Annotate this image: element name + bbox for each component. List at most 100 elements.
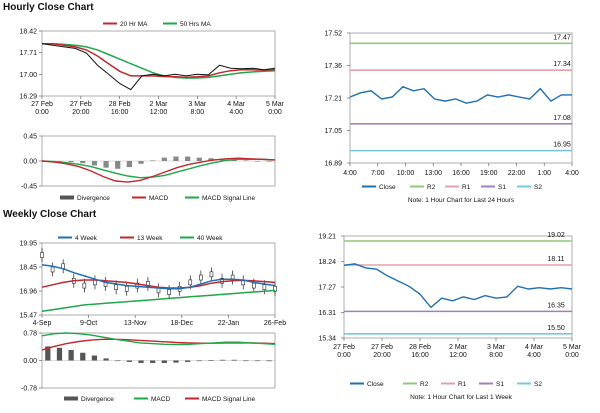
hourly24-xtick-label: 10:00: [397, 170, 415, 177]
weekly-candle-body: [167, 289, 171, 295]
hourly-price-xtick-label: 27 Feb: [70, 101, 92, 108]
hourly24-legend-r2: R2: [427, 184, 436, 191]
weekly-divergence-bar: [185, 360, 191, 362]
hourly-divergence-bar: [266, 161, 272, 162]
hourly-legend-divergence-swatch: [60, 195, 74, 200]
weekly-divergence-bar: [91, 355, 98, 361]
weekly-week-xtick-label: 5 Mar: [563, 344, 582, 351]
weekly-legend-13w: 13 Week: [137, 235, 163, 242]
hourly-price-xtick-label: 16:00: [111, 109, 129, 116]
weekly-divergence-bar: [231, 359, 237, 361]
hourly-divergence-bar: [173, 156, 179, 161]
hourly-divergence-bar: [161, 157, 167, 161]
weekly-legend-4w: 4 Week: [75, 235, 98, 242]
hourly-divergence-bar: [126, 161, 132, 168]
weekly-divergence-bar: [243, 360, 249, 362]
weekly-divergence-bar: [126, 360, 132, 362]
hourly-macd-ytick-label: 0.00: [23, 159, 37, 166]
hourly-divergence-bar: [219, 159, 226, 161]
weekly-candle-body: [209, 271, 214, 278]
weekly-price-xtick-label: 4-Sep: [33, 320, 52, 327]
hourly-price-xtick-label: 2 Mar: [150, 101, 169, 108]
weekly-week-legend-close: Close: [367, 381, 384, 388]
hourly-price-xtick-label: 27 Feb: [31, 101, 53, 108]
weekly-week-xtick-label: 12:00: [449, 352, 467, 359]
weekly-divergence-bar: [103, 358, 109, 361]
hourly-divergence-bar: [68, 161, 74, 163]
weekly-candle-body: [273, 286, 277, 292]
hourly-price-ytick-label: 18.42: [19, 29, 37, 36]
weekly-week-xtick-label: 20:00: [373, 352, 391, 359]
hourly24-level-label: 16.95: [553, 142, 571, 149]
hourly-price-xtick-label: 12:00: [150, 109, 168, 116]
hourly-macd-line: [41, 157, 276, 183]
hourly-divergence-bar: [196, 157, 202, 161]
hourly24-ytick-label: 17.52: [324, 31, 342, 38]
weekly-week-xtick-label: 2 Mar: [449, 344, 468, 351]
hourly24-level-label: 17.34: [553, 61, 571, 68]
weekly-week-ytick-label: 19.21: [318, 234, 336, 241]
weekly-legend-macd: MACD: [151, 396, 170, 403]
hourly-price-xtick-label: 0:00: [268, 109, 282, 116]
hourly24-legend-r1: R1: [462, 184, 471, 191]
weekly-week-frame: [343, 235, 573, 339]
weekly-price-ytick-label: 15.47: [19, 313, 37, 320]
hourly24-legend-s2: S2: [534, 184, 542, 191]
weekly-week-ytick-label: 15.34: [318, 336, 336, 343]
weekly-legend-macd-signal: MACD Signal Line: [202, 396, 255, 403]
weekly-divergence-bar: [45, 346, 51, 361]
hourly-price-xtick-label: 20:00: [72, 109, 90, 116]
weekly-candle-body: [124, 286, 129, 292]
weekly-divergence-bar: [115, 360, 121, 362]
hourly24-xtick-label: 4:00: [565, 170, 579, 177]
weekly-divergence-bar: [138, 360, 144, 363]
weekly-week-ytick-label: 17.27: [318, 285, 336, 292]
weekly-price-xtick-label: 26-Feb: [264, 320, 286, 327]
weekly-price-frame: [41, 242, 276, 316]
weekly-40w-line: [41, 289, 276, 313]
weekly-divergence-bar: [219, 359, 226, 361]
hourly-price-ytick-label: 17.71: [19, 50, 37, 57]
weekly-price-xtick-label: 22-Jan: [218, 320, 240, 327]
hourly-divergence-bar: [185, 156, 191, 161]
weekly-13w-line: [41, 279, 276, 289]
hourly-price-xtick-label: 4 Mar: [227, 101, 246, 108]
hourly-macd-ytick-label: 0.45: [23, 134, 37, 141]
weekly-week-xtick-label: 0:00: [337, 352, 351, 359]
hourly24-ytick-label: 16.89: [324, 161, 342, 168]
weekly-week-xtick-label: 16:00: [411, 352, 429, 359]
weekly-candle-body: [199, 274, 203, 281]
weekly-week-xtick-label: 28 Feb: [409, 344, 431, 351]
hourly24-note: Note: 1 Hour Chart for Last 24 Hours: [408, 197, 515, 204]
weekly-candle-body: [262, 284, 267, 290]
weekly-macd-ytick-label: -0.78: [21, 386, 37, 393]
hourly-legend-macd-signal: MACD Signal Line: [202, 195, 255, 202]
hourly-divergence-bar: [56, 161, 63, 162]
weekly-divergence-bar: [196, 360, 202, 362]
weekly-week-xtick-label: 8:00: [489, 352, 503, 359]
weekly-candle-body: [82, 282, 87, 289]
hourly24-xtick-label: 22:00: [508, 170, 526, 177]
hourly-price-xtick-label: 3 Mar: [188, 101, 207, 108]
weekly-week-legend-s2: S2: [534, 381, 542, 388]
weekly-divergence-bar: [254, 360, 261, 362]
hourly-ma50-line: [42, 43, 276, 79]
weekly-week-level-label: 19.02: [547, 232, 565, 239]
hourly-divergence-bar: [208, 158, 214, 161]
weekly-legend-divergence-swatch: [64, 396, 78, 401]
hourly24-level-label: 17.47: [553, 34, 571, 41]
hourly-macd-ytick-label: -0.45: [21, 184, 37, 191]
weekly-candle-body: [188, 279, 193, 286]
weekly-week-xtick-label: 3 Mar: [487, 344, 506, 351]
weekly-divergence-bar: [208, 360, 214, 361]
hourly-divergence-bar: [91, 161, 98, 166]
hourly24-xtick-label: 16:00: [452, 170, 470, 177]
weekly-macd-ytick-label: 0.00: [23, 358, 37, 365]
hourly24-legend-close: Close: [379, 184, 396, 191]
weekly-week-legend-r2: R2: [420, 381, 429, 388]
weekly-price-xtick-label: 13-Nov: [124, 320, 147, 327]
hourly24-level-label: 17.08: [553, 115, 571, 122]
weekly-macd-line: [41, 332, 276, 346]
weekly-divergence-bar: [161, 360, 167, 363]
weekly-price-ytick-label: 19.95: [19, 241, 37, 248]
